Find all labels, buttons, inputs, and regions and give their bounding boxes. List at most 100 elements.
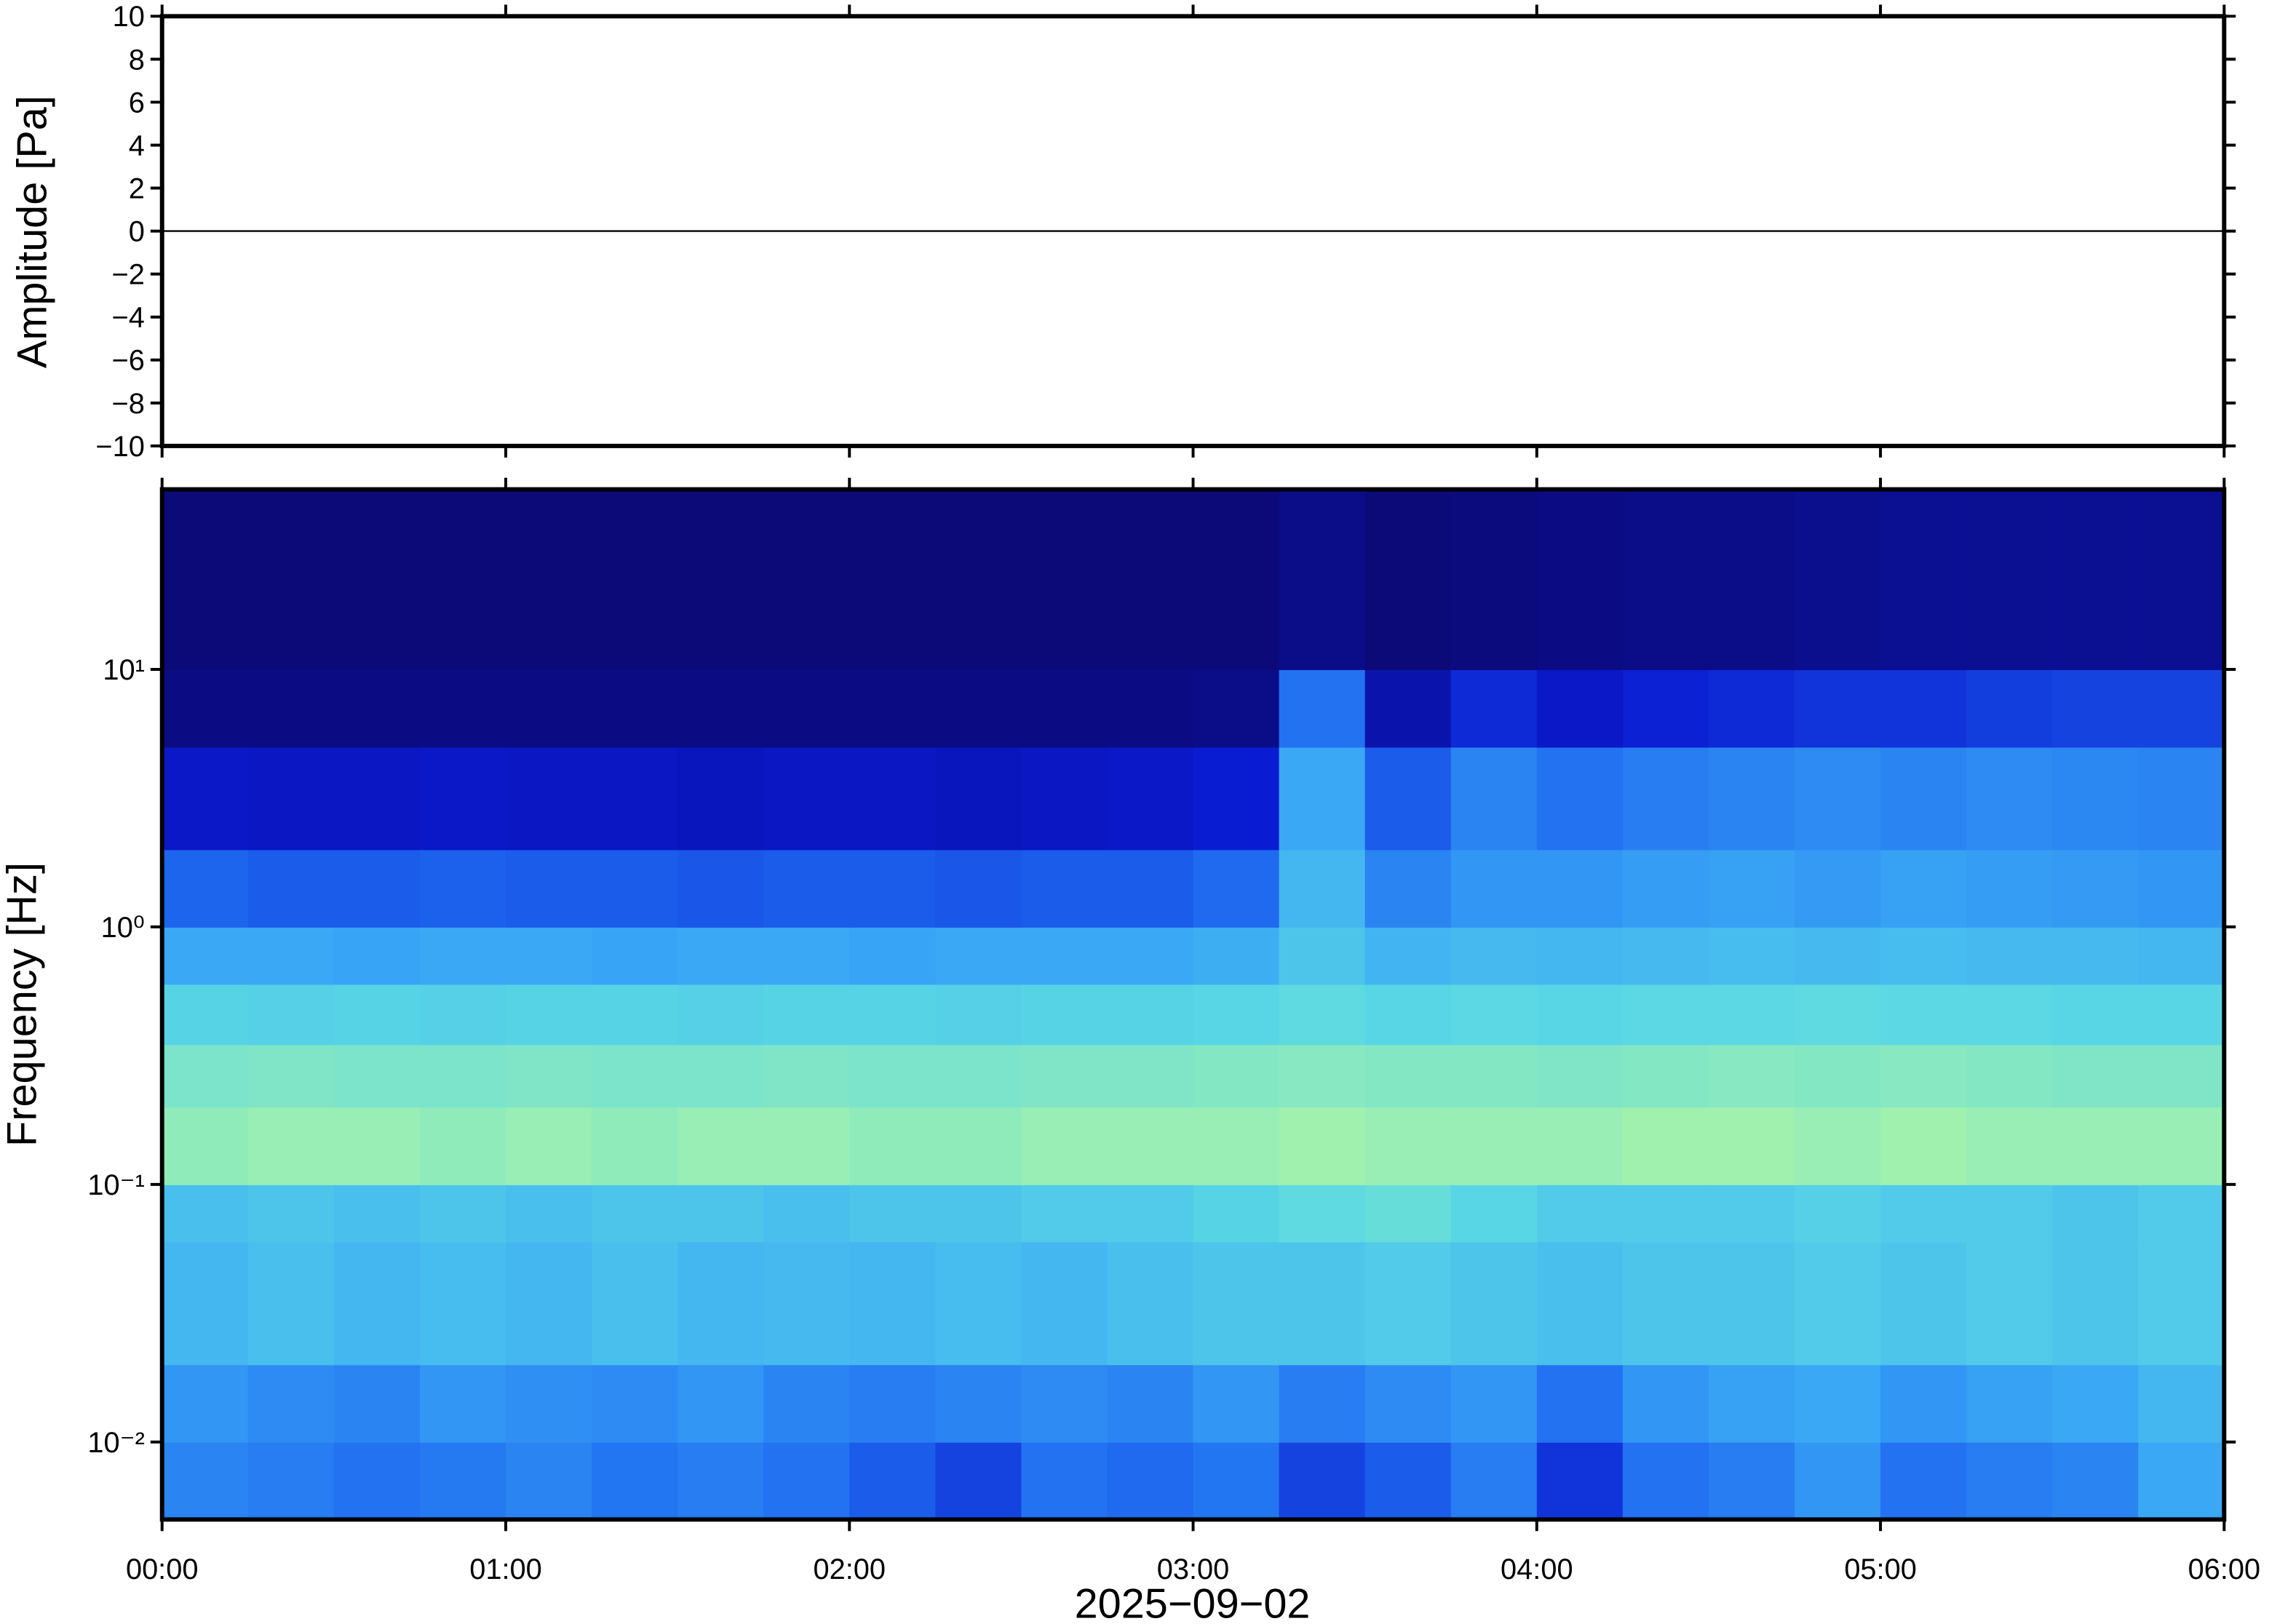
spectrogram-cell <box>505 1107 593 1185</box>
spectrogram-cell <box>849 926 937 985</box>
spectrogram-cell <box>1966 489 2054 670</box>
spectrogram-cell <box>1795 1364 1882 1443</box>
spectrogram-cell <box>333 1241 421 1366</box>
spectrogram-cell <box>1021 489 1108 670</box>
spectrogram-cell <box>1880 1364 1968 1443</box>
spectrogram-cell <box>1708 1441 1796 1521</box>
spectrogram-cell <box>1708 1107 1796 1185</box>
spectrogram-cell <box>1536 984 1624 1046</box>
spectrogram-cell <box>1966 1364 2054 1443</box>
spectrogram-cell <box>592 1241 679 1366</box>
spectrogram-cell <box>1880 926 1968 985</box>
spectrogram-cell <box>419 926 506 985</box>
spectrogram-cell <box>1021 984 1108 1046</box>
spectrogram-cell <box>419 849 506 928</box>
spectrogram-cell <box>935 849 1022 928</box>
spectrogram-cell <box>2052 1107 2139 1185</box>
spectrogram-cell <box>677 669 765 748</box>
spectrogram-cell <box>1966 1044 2054 1108</box>
spectrogram-cell <box>592 489 679 670</box>
spectrogram-cell <box>1795 1184 1882 1243</box>
spectrogram-cell <box>1364 984 1452 1046</box>
spectrogram-cell <box>1107 747 1194 851</box>
spectrogram-cell <box>419 984 506 1046</box>
spectrogram-cell <box>1364 1364 1452 1443</box>
spectrogram-cell <box>849 1107 937 1185</box>
spectrogram-cell <box>1880 1441 1968 1521</box>
spectrogram-cell <box>1795 926 1882 985</box>
spectrogram-cell <box>1021 1241 1108 1366</box>
spectrogram-cell <box>1107 1441 1194 1521</box>
spectrogram-cell <box>2138 1107 2225 1185</box>
spectrogram-cell <box>1966 1107 2054 1185</box>
spectrogram-cell <box>592 1364 679 1443</box>
spectrogram-cell <box>1450 489 1538 670</box>
y-tick-label: 0 <box>129 216 145 248</box>
spectrogram-cell <box>247 926 335 985</box>
spectrogram-cell <box>247 849 335 928</box>
spectrogram-cell <box>1795 1241 1882 1366</box>
spectrogram-cell <box>505 1364 593 1443</box>
spectrogram-cell <box>1708 1364 1796 1443</box>
spectrogram-cell <box>1966 1241 2054 1366</box>
spectrogram-cell <box>333 1107 421 1185</box>
spectrogram-cell <box>1536 1044 1624 1108</box>
spectrogram-cell <box>1279 1441 1366 1521</box>
spectrogram-cell <box>1622 669 1709 748</box>
spectrogram-cell <box>1364 669 1452 748</box>
spectrogram-cell <box>763 849 851 928</box>
spectrogram-cell <box>1279 669 1366 748</box>
spectrogram-cell <box>2052 669 2139 748</box>
spectrogram-cell <box>1193 1107 1280 1185</box>
spectrogram-cell <box>2052 926 2139 985</box>
spectrogram-cell <box>1364 489 1452 670</box>
spectrogram-cell <box>1966 1441 2054 1521</box>
spectrogram-cell <box>1536 489 1624 670</box>
spectrogram-cell <box>333 1044 421 1108</box>
spectrogram-cell <box>1795 669 1882 748</box>
spectrogram-cell <box>1880 984 1968 1046</box>
spectrogram-cell <box>1107 489 1194 670</box>
spectrogram-cell <box>1193 1044 1280 1108</box>
spectrogram-cell <box>1193 489 1280 670</box>
spectrogram-cell <box>1107 1241 1194 1366</box>
spectrogram-cell <box>1193 1364 1280 1443</box>
spectrogram-cell <box>849 849 937 928</box>
x-axis-label: 2025−09−02 <box>1075 1581 1311 1624</box>
spectrogram-cell <box>1193 926 1280 985</box>
spectrogram-cell <box>1708 669 1796 748</box>
spectrogram-cell <box>763 1184 851 1243</box>
spectrogram-cell <box>1622 926 1709 985</box>
spectrogram-cell <box>1193 984 1280 1046</box>
spectrogram-cell <box>162 1364 249 1443</box>
y-tick-label: 10⁻² <box>87 1427 144 1459</box>
spectrogram-cell <box>849 1241 937 1366</box>
spectrogram-cell <box>2138 1441 2225 1521</box>
spectrogram-cell <box>1450 1107 1538 1185</box>
spectrogram-cell <box>1279 849 1366 928</box>
y-tick-label: 10⁰ <box>101 912 145 944</box>
spectrogram-cell <box>505 1241 593 1366</box>
spectrogram-cell <box>1021 1044 1108 1108</box>
spectrogram-cell <box>763 489 851 670</box>
spectrogram-cell <box>1880 1044 1968 1108</box>
spectrogram-cell <box>1880 849 1968 928</box>
y-tick-label: 6 <box>129 87 145 119</box>
spectrogram-cell <box>1279 1364 1366 1443</box>
spectrogram-cell <box>1021 1107 1108 1185</box>
x-tick-label: 01:00 <box>469 1553 542 1585</box>
spectrogram-cell <box>1364 926 1452 985</box>
spectrogram-cell <box>677 984 765 1046</box>
spectrogram-cell <box>2138 1241 2225 1366</box>
spectrogram-cell <box>1364 849 1452 928</box>
spectrogram-cell <box>1450 984 1538 1046</box>
y-tick-label: 10 <box>113 1 145 33</box>
spectrogram-cell <box>1450 1441 1538 1521</box>
spectrogram-cell <box>1021 1184 1108 1243</box>
spectrogram-cell <box>1279 984 1366 1046</box>
spectrogram-cell <box>419 489 506 670</box>
spectrogram-cell <box>677 747 765 851</box>
spectrogram-cell <box>1021 1364 1108 1443</box>
spectrogram-cell <box>763 1364 851 1443</box>
spectrogram-cell <box>763 1044 851 1108</box>
